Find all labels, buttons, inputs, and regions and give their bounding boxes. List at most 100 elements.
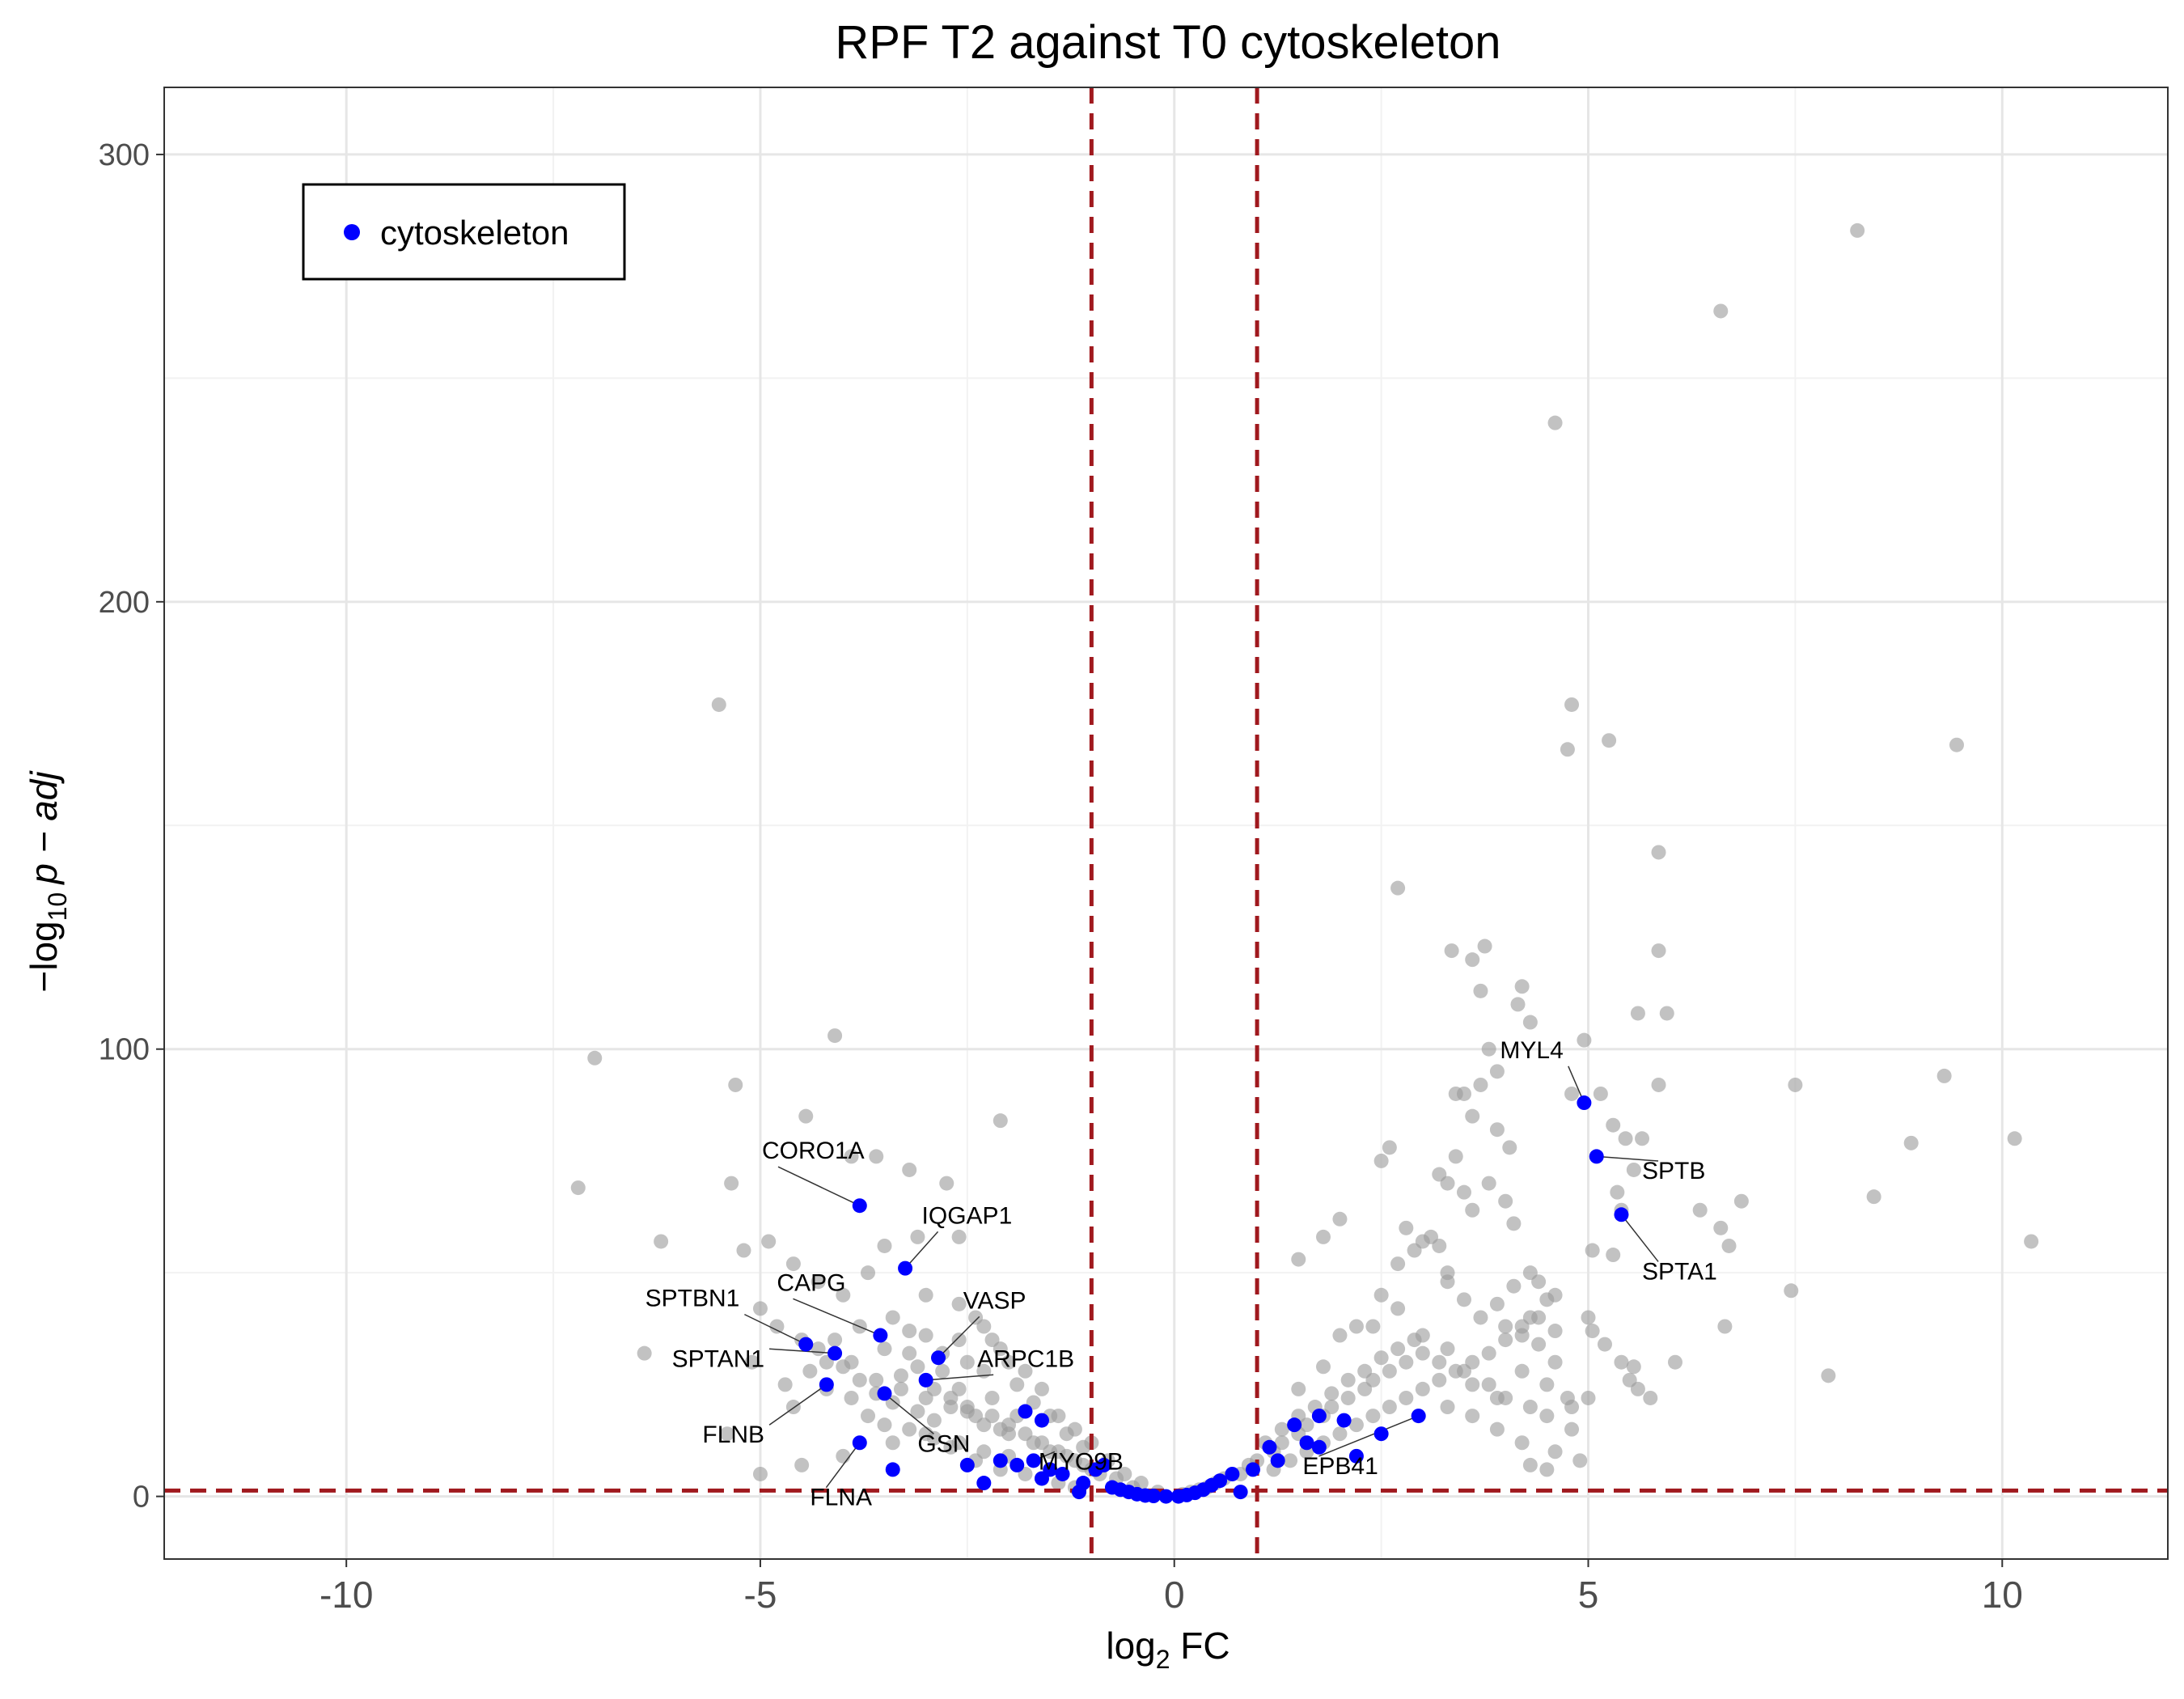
data-point — [1373, 1153, 1389, 1168]
annotation-leader — [793, 1298, 881, 1337]
data-point — [1593, 1086, 1608, 1101]
data-point — [861, 1265, 876, 1281]
data-point — [1274, 1421, 1289, 1437]
data-point — [1692, 1202, 1708, 1218]
data-point — [1622, 1372, 1637, 1388]
panel-border — [163, 87, 2169, 1560]
highlight-point — [877, 1386, 892, 1401]
data-point — [1382, 1400, 1397, 1415]
highlight-point — [1299, 1435, 1314, 1451]
data-point — [939, 1176, 954, 1191]
data-point — [918, 1287, 933, 1303]
data-point — [1034, 1435, 1049, 1451]
data-point — [869, 1149, 884, 1164]
highlight-point — [1348, 1448, 1364, 1464]
data-point — [1332, 1426, 1348, 1442]
annotation-leader — [769, 1348, 836, 1354]
gene-label: MYL4 — [1500, 1037, 1563, 1064]
data-point — [1539, 1292, 1555, 1307]
data-point — [844, 1390, 859, 1405]
gene-label: GSN — [917, 1430, 970, 1457]
data-point — [951, 1435, 967, 1451]
data-point — [1076, 1439, 1091, 1455]
data-point — [1332, 1211, 1348, 1227]
data-point — [1291, 1252, 1306, 1267]
data-point — [1531, 1337, 1547, 1352]
data-point — [724, 1176, 739, 1191]
data-point — [1936, 1068, 1952, 1083]
highlight-point — [976, 1476, 992, 1491]
data-point — [752, 1301, 768, 1316]
data-point — [976, 1444, 992, 1460]
data-point — [918, 1390, 933, 1405]
data-point — [1506, 1278, 1522, 1294]
x-tick-label: 0 — [1164, 1574, 1185, 1616]
data-point — [902, 1345, 917, 1361]
data-point — [1274, 1435, 1289, 1451]
highlight-point — [1577, 1095, 1592, 1111]
highlight-point — [1009, 1457, 1025, 1472]
gene-label: FLNA — [810, 1485, 872, 1511]
data-point — [1651, 845, 1666, 860]
panel-background — [164, 87, 2168, 1559]
highlight-point — [1096, 1457, 1111, 1472]
data-point — [1498, 1333, 1513, 1348]
legend: cytoskeleton — [302, 183, 626, 281]
data-point — [1498, 1319, 1513, 1334]
chart-title: RPF T2 against T0 cytoskeleton — [835, 16, 1500, 69]
data-point — [1448, 1149, 1463, 1164]
data-point — [1522, 1400, 1538, 1415]
data-point — [1382, 1140, 1397, 1155]
highlight-point — [1262, 1439, 1277, 1455]
data-point — [1821, 1368, 1836, 1383]
data-point — [1315, 1359, 1331, 1375]
highlight-point — [1055, 1466, 1070, 1481]
x-tick-label: -10 — [320, 1574, 373, 1616]
y-axis-title-italic: p − adj — [23, 770, 65, 886]
highlight-point — [1311, 1409, 1327, 1424]
gene-label: FLNB — [702, 1421, 764, 1448]
data-point — [1051, 1444, 1066, 1460]
data-point — [1415, 1381, 1430, 1396]
data-point — [1514, 1363, 1530, 1379]
data-point — [968, 1409, 984, 1424]
data-point — [798, 1108, 814, 1124]
data-point — [1465, 952, 1480, 968]
data-point — [1018, 1363, 1033, 1379]
data-point — [1713, 1220, 1729, 1235]
gene-label: SPTAN1 — [672, 1345, 764, 1372]
highlight-point — [1287, 1417, 1302, 1433]
data-point — [1473, 1077, 1488, 1092]
data-point — [1340, 1390, 1356, 1405]
data-point — [1456, 1292, 1471, 1307]
data-point — [1324, 1386, 1340, 1401]
data-point — [1850, 222, 1865, 238]
highlight-point — [959, 1457, 975, 1472]
data-point — [1514, 979, 1530, 994]
annotation-leader — [825, 1442, 861, 1489]
data-point — [1585, 1324, 1600, 1339]
highlight-point — [819, 1377, 834, 1392]
data-point — [1626, 1359, 1641, 1375]
data-point — [951, 1333, 967, 1348]
data-point — [1477, 938, 1492, 954]
gene-label: SPTA1 — [1642, 1258, 1717, 1285]
data-point — [654, 1234, 669, 1249]
data-point — [976, 1319, 992, 1334]
data-point — [1585, 1243, 1600, 1258]
data-point — [1399, 1354, 1414, 1370]
data-point — [1340, 1372, 1356, 1388]
data-point — [1626, 1162, 1641, 1177]
data-point — [1034, 1381, 1049, 1396]
data-point — [893, 1368, 908, 1383]
highlight-point — [918, 1372, 933, 1388]
data-point — [1365, 1409, 1381, 1424]
data-point — [852, 1372, 867, 1388]
plot-area: CORO1A IQGAP1 CAPG SPTBN1 VASP SPTAN1 ARPC1B FL… — [163, 87, 2169, 1560]
highlight-point — [1034, 1413, 1049, 1428]
highlight-point — [1026, 1453, 1041, 1468]
x-tick-label: 5 — [1578, 1574, 1599, 1616]
data-point — [1572, 1453, 1588, 1468]
y-axis-title-sub: 10 — [43, 892, 72, 922]
data-point — [736, 1243, 751, 1258]
